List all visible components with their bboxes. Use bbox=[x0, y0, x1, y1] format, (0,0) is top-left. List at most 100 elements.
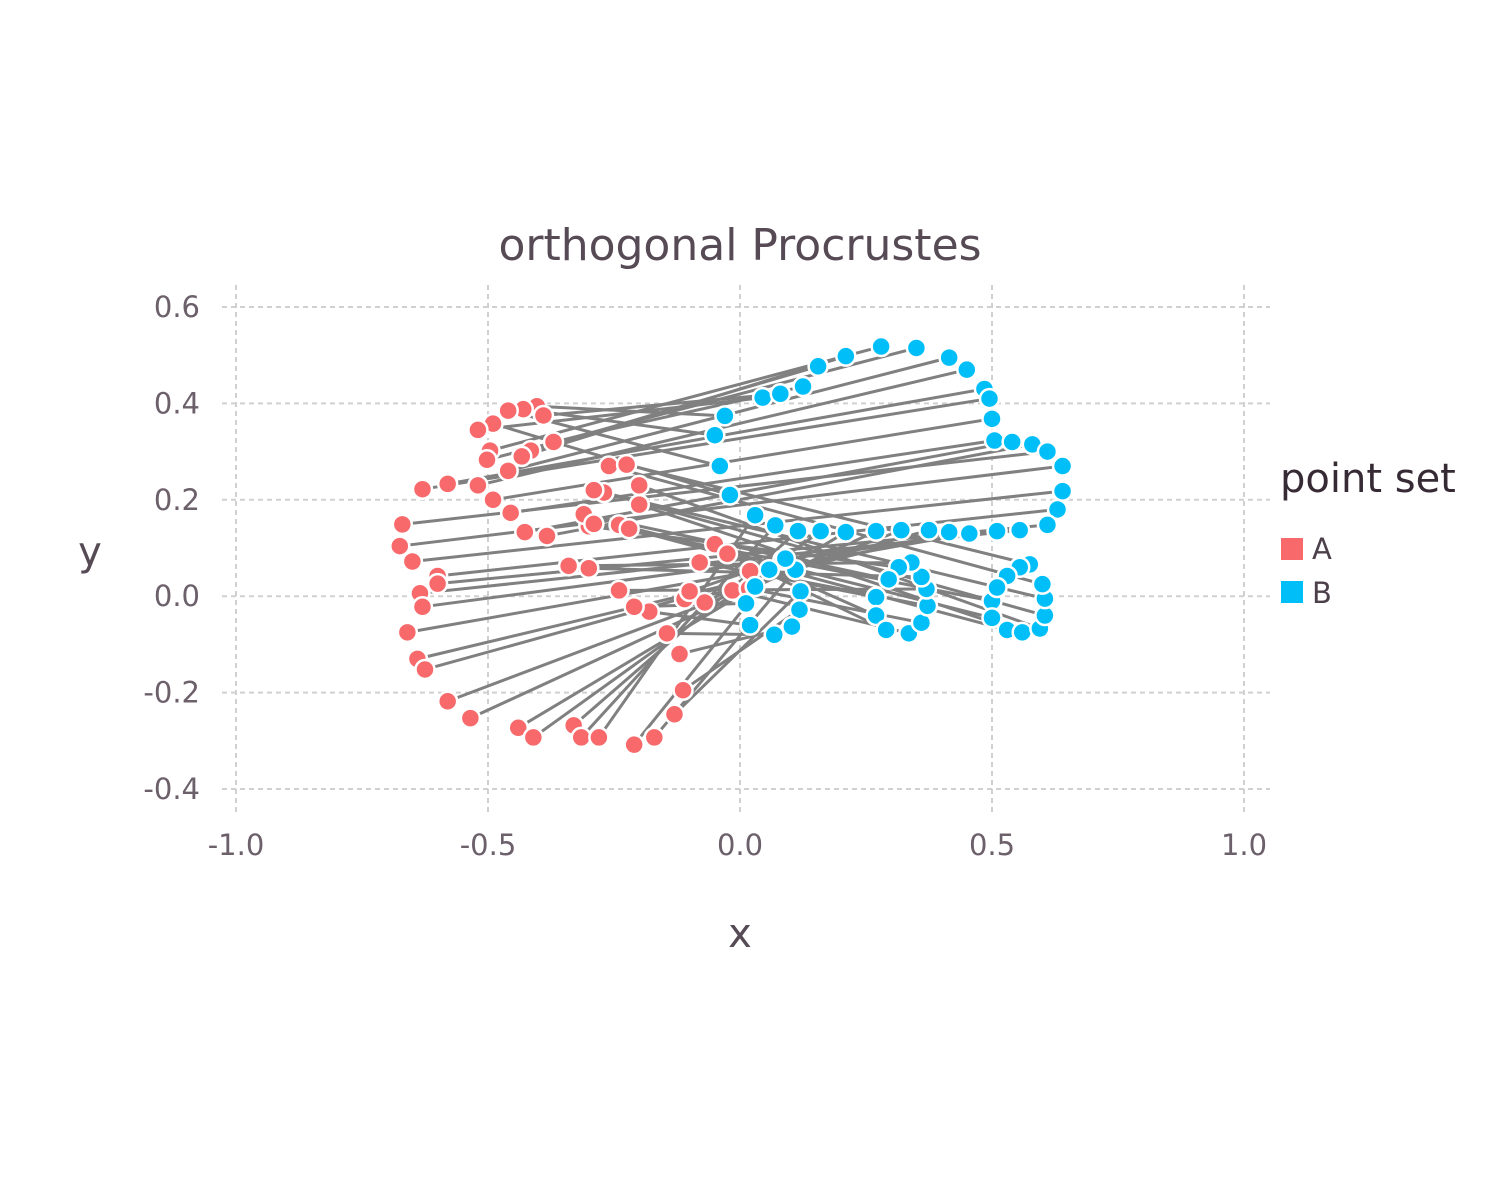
point-b bbox=[739, 614, 761, 636]
correspondence-line bbox=[437, 507, 1058, 578]
point-b bbox=[865, 604, 887, 627]
point-a bbox=[476, 449, 498, 471]
y-tick-label: 0.0 bbox=[154, 579, 200, 613]
point-b bbox=[1011, 621, 1033, 644]
point-b bbox=[875, 619, 897, 641]
point-b bbox=[918, 519, 940, 541]
correspondence-line bbox=[649, 610, 751, 627]
x-tick-label: 0.0 bbox=[717, 828, 763, 862]
point-a bbox=[426, 572, 449, 595]
point-b bbox=[764, 514, 787, 537]
point-a bbox=[693, 591, 716, 614]
point-b bbox=[763, 624, 786, 646]
point-b bbox=[835, 345, 857, 367]
point-b bbox=[905, 337, 928, 359]
tick-labels: -1.0 -0.5 0.0 0.5 1.0 -0.4 -0.2 0.0 0.2 0.4 0.6 bbox=[143, 290, 1267, 862]
point-b bbox=[735, 592, 757, 615]
point-a bbox=[497, 460, 519, 482]
legend-swatch-a bbox=[1281, 538, 1303, 560]
point-a bbox=[570, 726, 592, 749]
point-b bbox=[865, 520, 887, 542]
point-b bbox=[744, 504, 766, 526]
point-b bbox=[774, 547, 797, 570]
point-a bbox=[628, 493, 650, 516]
point-b bbox=[1031, 573, 1054, 595]
correspondence-line bbox=[666, 631, 775, 637]
point-b bbox=[751, 386, 774, 409]
point-a bbox=[688, 551, 711, 574]
point-a bbox=[583, 479, 605, 501]
point-a bbox=[396, 621, 419, 644]
x-tick-label: 0.5 bbox=[969, 828, 1015, 862]
point-b bbox=[870, 335, 892, 358]
correspondence-line bbox=[412, 489, 1063, 563]
y-tick-label: 0.4 bbox=[154, 386, 200, 420]
legend-swatch-b bbox=[1281, 581, 1303, 603]
chart-title: orthogonal Procrustes bbox=[498, 220, 981, 271]
correspondence-line bbox=[748, 587, 922, 625]
point-b bbox=[787, 520, 809, 542]
point-a bbox=[608, 579, 630, 602]
point-a bbox=[615, 453, 638, 476]
legend-label-b: B bbox=[1312, 576, 1332, 610]
x-axis-title: x bbox=[728, 911, 752, 957]
point-a bbox=[497, 399, 519, 422]
point-a bbox=[514, 521, 536, 543]
x-tick-label: -1.0 bbox=[208, 828, 265, 862]
point-b bbox=[1036, 440, 1059, 463]
point-a bbox=[507, 717, 529, 739]
legend-title: point set bbox=[1280, 456, 1456, 502]
correspondence-line bbox=[521, 354, 847, 458]
point-b bbox=[956, 358, 978, 381]
point-a bbox=[656, 622, 678, 645]
point-b bbox=[910, 566, 933, 588]
point-a bbox=[583, 513, 605, 535]
point-b bbox=[709, 455, 731, 477]
point-a bbox=[467, 474, 489, 497]
point-b bbox=[807, 355, 829, 378]
point-a bbox=[578, 557, 600, 579]
point-a bbox=[411, 478, 434, 500]
point-a bbox=[663, 703, 686, 726]
point-a bbox=[678, 580, 701, 603]
data-points bbox=[389, 335, 1074, 756]
point-b bbox=[789, 580, 812, 603]
point-a bbox=[459, 707, 482, 729]
y-tick-label: 0.2 bbox=[154, 483, 200, 517]
point-b bbox=[744, 575, 766, 598]
point-b bbox=[983, 429, 1006, 452]
point-a bbox=[536, 525, 558, 547]
point-a bbox=[511, 445, 533, 468]
correspondence-line bbox=[638, 503, 1023, 634]
point-b bbox=[890, 519, 913, 541]
point-a bbox=[411, 596, 434, 618]
point-a bbox=[618, 517, 640, 540]
point-a bbox=[482, 489, 504, 511]
point-b bbox=[938, 521, 960, 543]
point-b bbox=[1001, 431, 1023, 453]
point-b bbox=[986, 576, 1008, 599]
point-b bbox=[1008, 519, 1031, 541]
point-a bbox=[598, 455, 620, 477]
x-tick-label: 1.0 bbox=[1221, 828, 1267, 862]
point-b bbox=[1046, 498, 1069, 521]
point-b bbox=[769, 383, 792, 405]
point-a bbox=[668, 643, 691, 665]
point-a bbox=[716, 543, 739, 565]
y-axis-title: y bbox=[78, 529, 102, 575]
point-b bbox=[1051, 455, 1074, 477]
point-b bbox=[758, 558, 780, 581]
point-a bbox=[628, 474, 650, 497]
point-b bbox=[981, 408, 1003, 430]
correspondence-line bbox=[603, 491, 1046, 617]
point-b bbox=[986, 520, 1008, 542]
point-a bbox=[532, 404, 555, 427]
correspondence-line bbox=[510, 439, 995, 515]
point-b bbox=[835, 521, 857, 543]
correspondence-line bbox=[477, 396, 763, 432]
correspondence-line bbox=[524, 440, 1013, 534]
correspondence-line bbox=[626, 463, 1031, 566]
point-a bbox=[499, 502, 522, 524]
point-b bbox=[877, 568, 900, 591]
point-b bbox=[981, 607, 1003, 629]
